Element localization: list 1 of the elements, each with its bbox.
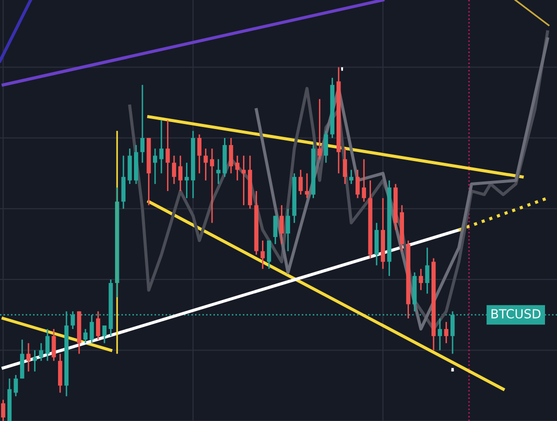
annotation: BTCUSD xyxy=(492,309,540,318)
